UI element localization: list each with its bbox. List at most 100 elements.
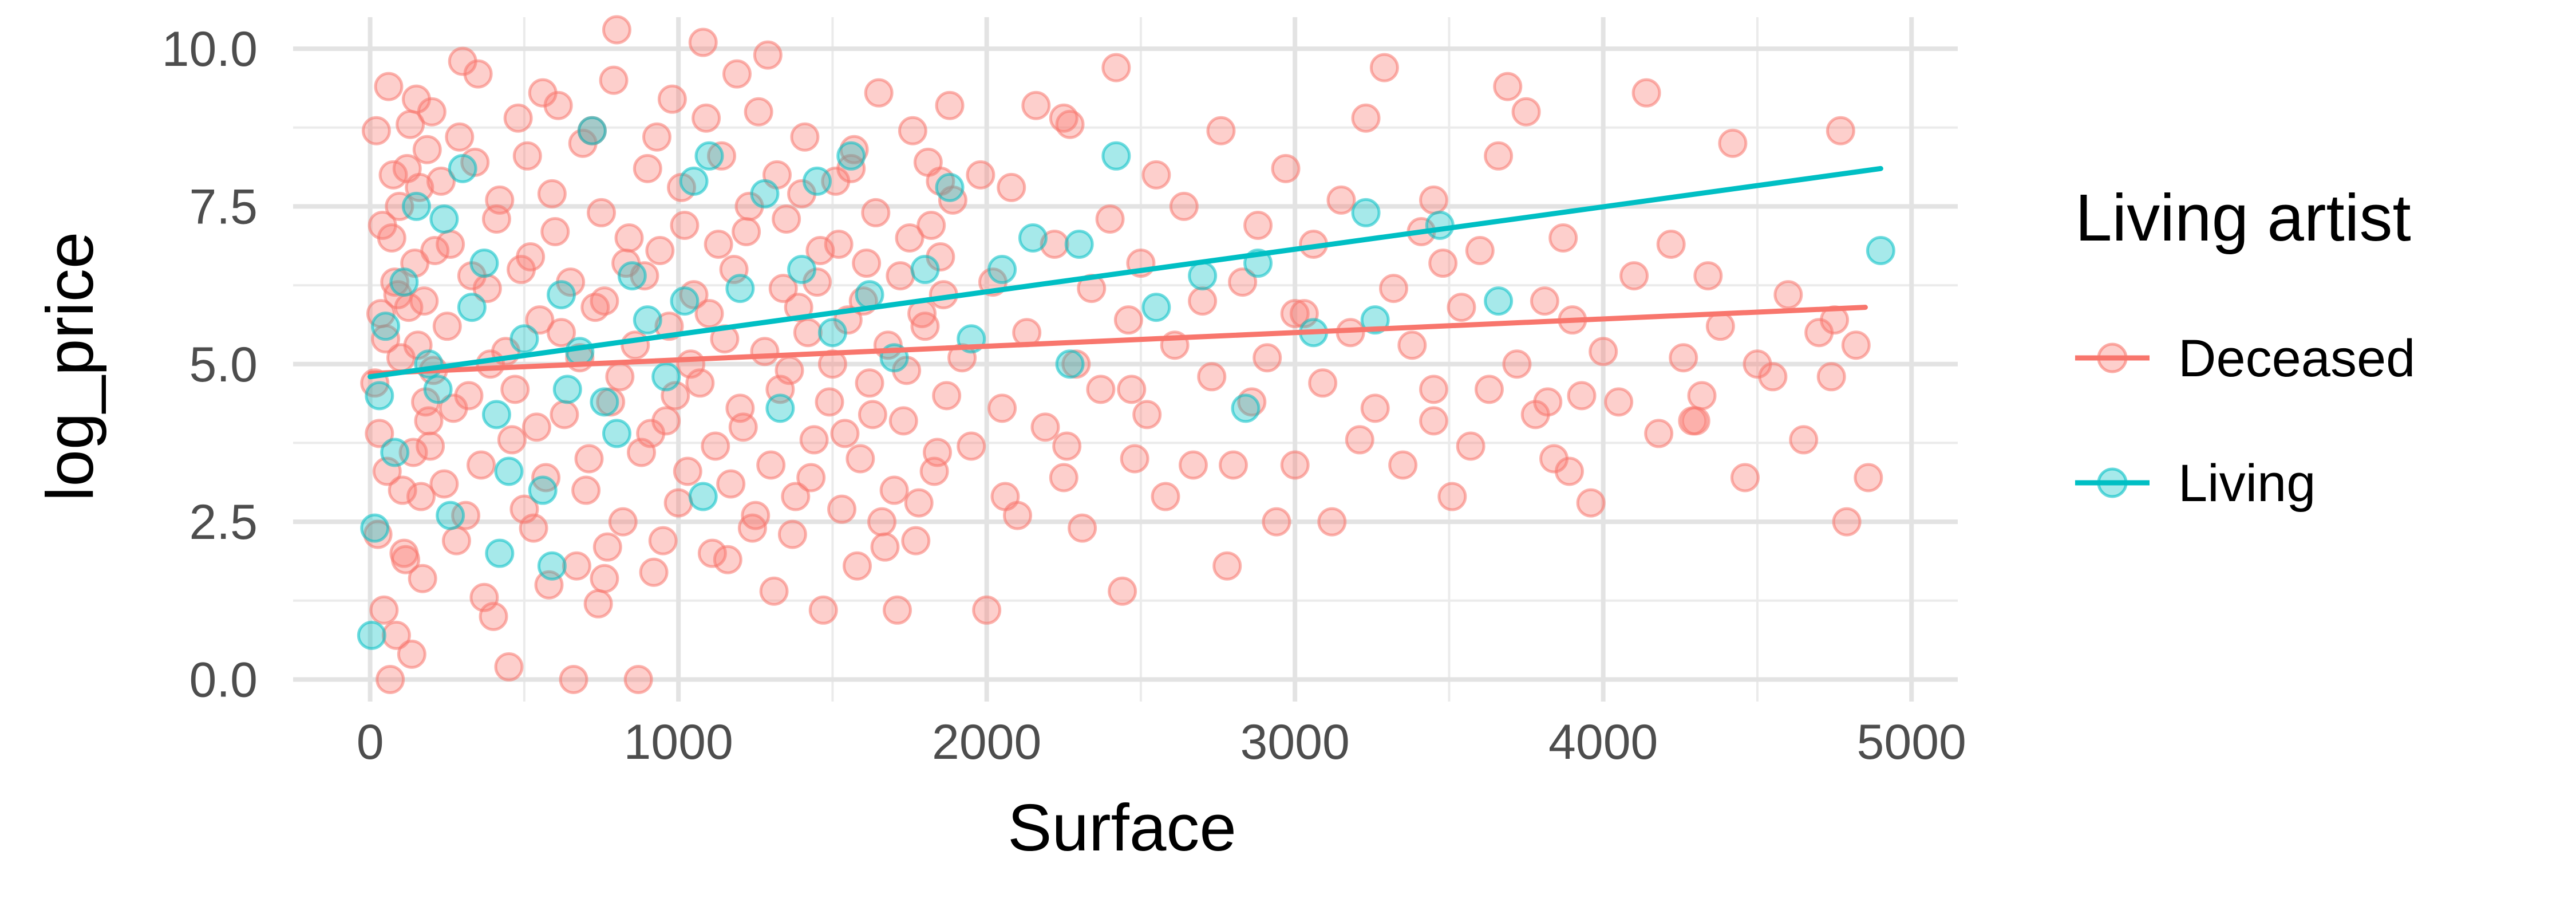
data-point-deceased [793, 318, 823, 348]
data-point-living [401, 191, 431, 221]
data-point-deceased [1379, 274, 1409, 304]
data-point-deceased [1419, 375, 1449, 404]
data-point-deceased [397, 639, 426, 669]
data-point-deceased [445, 122, 475, 152]
data-point-living [855, 280, 884, 310]
data-point-deceased [1132, 400, 1162, 430]
data-point-deceased [1718, 128, 1748, 158]
data-point-deceased [1465, 236, 1495, 266]
data-point-deceased [1644, 419, 1674, 448]
data-point-deceased [1530, 286, 1559, 316]
data-point-deceased [636, 419, 666, 448]
data-point-living [1141, 293, 1171, 322]
x-tick-label: 0 [357, 715, 384, 770]
data-point-living [481, 400, 511, 430]
data-point-living [547, 280, 576, 310]
data-point-deceased [784, 293, 813, 322]
data-point-deceased [753, 40, 783, 70]
data-point-deceased [420, 236, 450, 266]
data-point-deceased [701, 431, 730, 461]
data-point-deceased [1705, 312, 1735, 341]
data-point-deceased [886, 261, 915, 291]
data-point-deceased [1151, 482, 1180, 511]
data-point-deceased [623, 664, 653, 694]
data-point-living [750, 179, 780, 208]
data-point-deceased [1730, 463, 1760, 493]
data-point-deceased [1197, 362, 1227, 392]
data-point-deceased [590, 564, 619, 593]
data-point-deceased [1854, 463, 1883, 493]
data-point-deceased [904, 488, 934, 518]
data-point-living [537, 551, 567, 581]
x-tick-label: 3000 [1240, 715, 1350, 770]
data-point-deceased [796, 463, 826, 493]
grid-major [293, 17, 1958, 702]
data-point-deceased [416, 431, 445, 461]
data-point-living [935, 172, 965, 202]
data-point-deceased [990, 482, 1020, 511]
data-point-living [1188, 261, 1218, 291]
data-point-deceased [750, 337, 780, 367]
data-point-deceased [1345, 425, 1374, 455]
data-point-deceased [574, 444, 604, 474]
data-point-deceased [1511, 97, 1541, 127]
data-point-deceased [1428, 249, 1458, 278]
data-point-deceased [1826, 116, 1855, 145]
data-point-deceased [830, 419, 860, 448]
data-point-living [436, 501, 465, 530]
data-point-deceased [599, 65, 629, 95]
data-point-deceased [409, 286, 439, 316]
data-point-deceased [1533, 387, 1563, 417]
data-point-deceased [694, 299, 724, 329]
data-point-living [1351, 198, 1381, 227]
data-point-deceased [673, 456, 702, 486]
data-point-deceased [540, 216, 570, 246]
data-point-deceased [590, 286, 619, 316]
data-point-deceased [1049, 103, 1078, 133]
data-point-deceased [1120, 444, 1149, 474]
data-point-deceased [396, 109, 425, 139]
y-tick-labels: 0.0 2.5 5.0 7.5 10.0 [162, 22, 258, 707]
legend-key-point [2097, 342, 2128, 373]
data-point-living [1055, 349, 1085, 379]
y-axis-title: log_price [33, 232, 107, 502]
data-point-living [357, 620, 386, 650]
data-point-living [528, 475, 558, 505]
data-point-deceased [777, 519, 807, 549]
data-point-living [836, 141, 866, 171]
x-axis-title: Surface [1008, 790, 1236, 865]
data-point-deceased [374, 72, 404, 101]
data-point-deceased [451, 501, 481, 530]
data-point-deceased [1589, 337, 1618, 367]
data-point-deceased [657, 84, 687, 114]
data-point-deceased [369, 595, 399, 625]
data-point-deceased [864, 78, 894, 108]
data-point-deceased [1117, 375, 1147, 404]
data-point-deceased [648, 526, 678, 556]
data-point-living [1064, 229, 1094, 259]
data-point-deceased [1789, 425, 1819, 455]
data-point-deceased [781, 482, 811, 511]
data-point-deceased [725, 393, 755, 423]
data-point-deceased [521, 412, 551, 442]
data-point-deceased [1447, 293, 1476, 322]
data-point-deceased [512, 141, 542, 171]
data-point-deceased [1212, 551, 1242, 581]
data-point-deceased [429, 469, 459, 499]
data-point-deceased [1493, 72, 1523, 101]
data-point-deceased [426, 166, 456, 196]
data-point-living [552, 375, 582, 404]
data-point-deceased [895, 223, 924, 253]
data-point-deceased [503, 103, 533, 133]
data-point-living [910, 255, 940, 285]
data-point-living [651, 362, 681, 392]
data-point-deceased [1502, 349, 1532, 379]
data-point-deceased [1484, 141, 1514, 171]
data-point-living [389, 267, 419, 297]
data-point-deceased [1243, 210, 1273, 240]
data-point-deceased [1360, 393, 1390, 423]
data-point-deceased [688, 27, 718, 57]
data-point-deceased [1101, 53, 1131, 82]
data-point-deceased [1280, 299, 1310, 329]
